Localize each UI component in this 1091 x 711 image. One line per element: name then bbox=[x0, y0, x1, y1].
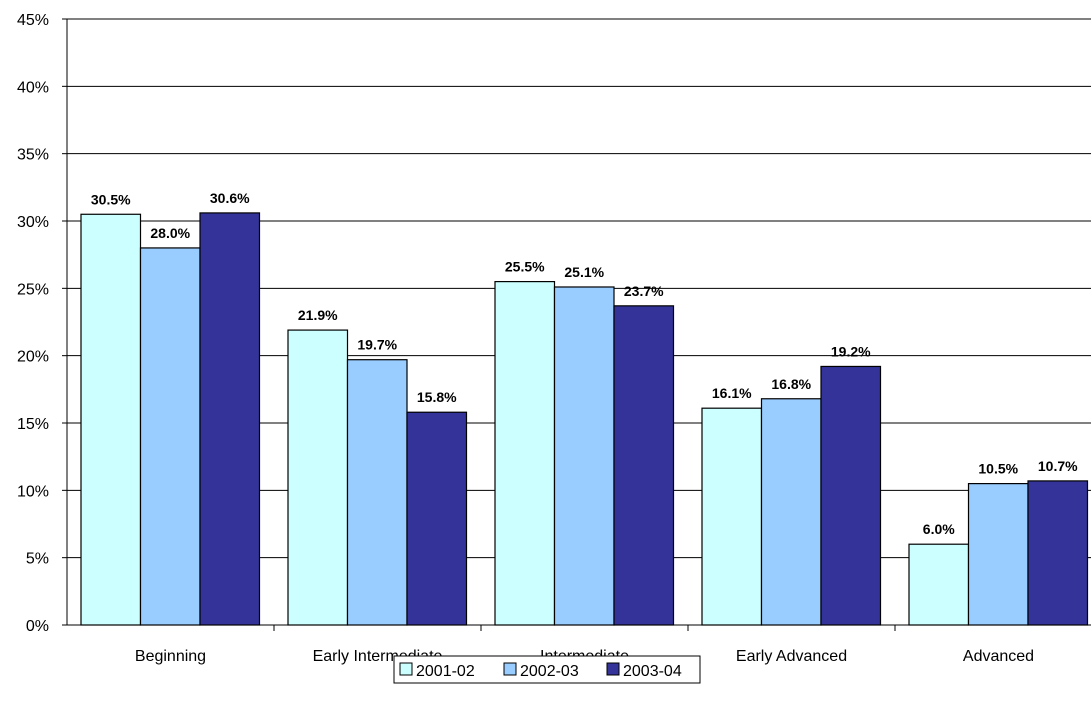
data-label: 19.2% bbox=[831, 343, 871, 359]
data-label: 30.5% bbox=[91, 191, 131, 207]
bar-2001-02-early-advanced bbox=[701, 407, 763, 626]
bar-2001-02-intermediate bbox=[494, 281, 556, 626]
y-axis: 0% 5% 10% 15% 20% 25% 30% 35% 40% 45% bbox=[17, 12, 68, 635]
data-labels: 30.5% 28.0% 30.6% 21.9% 19.7% 15.8% 25.5% 25.1%… bbox=[91, 190, 1078, 537]
y-tick-label: 5% bbox=[26, 551, 49, 568]
data-label: 23.7% bbox=[624, 283, 664, 299]
data-label: 25.5% bbox=[505, 259, 545, 275]
bar-2003-04-beginning bbox=[199, 212, 261, 626]
data-label: 16.1% bbox=[712, 385, 752, 401]
y-tick-label: 15% bbox=[17, 416, 49, 433]
legend-box bbox=[393, 655, 701, 684]
bar-2002-03-early-advanced bbox=[760, 398, 822, 626]
legend: 2001-02 2002-03 2003-04 bbox=[393, 655, 701, 684]
bar-2003-04-advanced bbox=[1027, 480, 1089, 626]
legend-swatch bbox=[606, 662, 620, 676]
bar-2003-04-intermediate bbox=[613, 305, 675, 626]
legend-swatch bbox=[503, 662, 517, 676]
legend-label: 2001-02 bbox=[416, 663, 475, 680]
data-label: 30.6% bbox=[210, 190, 250, 206]
data-label: 6.0% bbox=[923, 521, 955, 537]
bar-2001-02-advanced bbox=[908, 543, 970, 626]
bar-2003-04-early-intermediate bbox=[406, 411, 468, 626]
y-tick-label: 40% bbox=[17, 79, 49, 96]
bar-2002-03-beginning bbox=[139, 247, 201, 626]
data-label: 19.7% bbox=[357, 337, 397, 353]
legend-label: 2003-04 bbox=[623, 663, 682, 680]
data-label: 28.0% bbox=[150, 225, 190, 241]
x-category-label: Beginning bbox=[135, 648, 206, 665]
y-tick-label: 35% bbox=[17, 147, 49, 164]
data-label: 25.1% bbox=[564, 264, 604, 280]
bar-2002-03-early-intermediate bbox=[346, 359, 408, 626]
bar-2001-02-early-intermediate bbox=[287, 329, 349, 626]
y-tick-label: 45% bbox=[17, 12, 49, 29]
bar-2002-03-advanced bbox=[967, 483, 1029, 626]
y-tick-label: 25% bbox=[17, 281, 49, 298]
bar-2003-04-early-advanced bbox=[820, 365, 882, 626]
data-label: 15.8% bbox=[417, 389, 457, 405]
data-label: 10.5% bbox=[978, 461, 1018, 477]
data-label: 21.9% bbox=[298, 307, 338, 323]
bar-2002-03-intermediate bbox=[553, 286, 615, 626]
legend-swatch bbox=[399, 662, 413, 676]
legend-label: 2002-03 bbox=[520, 663, 579, 680]
data-label: 16.8% bbox=[771, 376, 811, 392]
y-tick-label: 10% bbox=[17, 483, 49, 500]
y-tick-label: 0% bbox=[26, 618, 49, 635]
y-tick-label: 30% bbox=[17, 214, 49, 231]
x-category-label: Advanced bbox=[963, 648, 1034, 665]
bars bbox=[80, 212, 1089, 626]
data-label: 10.7% bbox=[1038, 458, 1078, 474]
x-category-label: Early Advanced bbox=[736, 648, 847, 665]
bar-2001-02-beginning bbox=[80, 213, 142, 626]
y-tick-label: 20% bbox=[17, 349, 49, 366]
